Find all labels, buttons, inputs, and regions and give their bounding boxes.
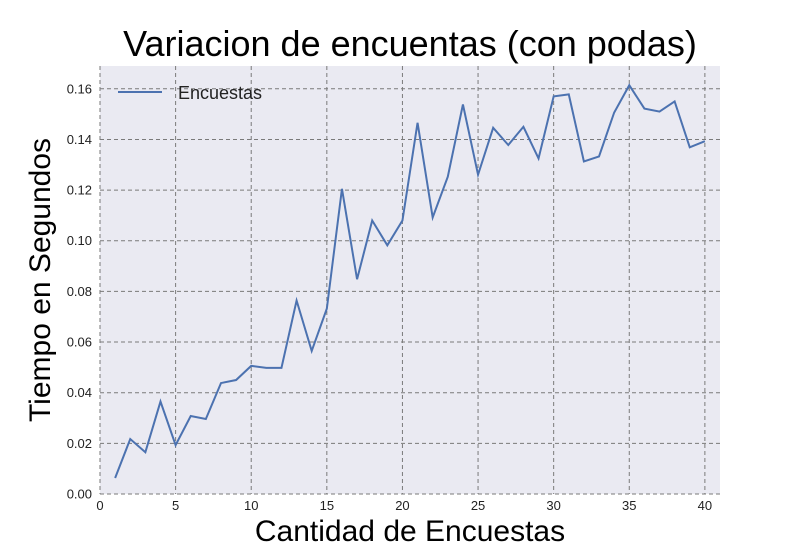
y-tick-label: 0.02 — [67, 436, 92, 451]
y-axis-label: Tiempo en Segundos — [24, 138, 57, 422]
y-tick-label: 0.00 — [67, 487, 92, 502]
x-tick-label: 35 — [622, 498, 636, 513]
x-tick-label: 15 — [320, 498, 334, 513]
y-tick-label: 0.04 — [67, 385, 92, 400]
y-tick-label: 0.12 — [67, 183, 92, 198]
y-tick-label: 0.08 — [67, 284, 92, 299]
plot-background — [100, 66, 720, 494]
y-tick-label: 0.06 — [67, 335, 92, 350]
grid-lines — [99, 66, 720, 495]
x-axis-label: Cantidad de Encuestas — [255, 515, 565, 548]
series-line-encuestas — [114, 83, 706, 479]
legend-label: Encuestas — [178, 83, 262, 103]
y-axis-ticks: 0.00 0.02 0.04 0.06 0.08 0.10 0.12 0.14 0.16 — [67, 81, 92, 501]
x-tick-label: 5 — [172, 498, 179, 513]
y-tick-label: 0.10 — [67, 233, 92, 248]
x-axis-ticks: 0 5 10 15 20 25 30 35 40 — [96, 498, 712, 513]
x-tick-label: 0 — [96, 498, 103, 513]
series-points — [115, 85, 705, 479]
x-tick-label: 25 — [471, 498, 485, 513]
x-tick-label: 10 — [244, 498, 258, 513]
x-tick-label: 40 — [698, 498, 712, 513]
y-tick-label: 0.16 — [67, 81, 92, 96]
y-tick-label: 0.14 — [67, 132, 92, 147]
legend: Encuestas — [118, 83, 262, 103]
x-tick-label: 30 — [546, 498, 560, 513]
chart-title: Variacion de encuentas (con podas) — [123, 23, 697, 64]
x-tick-label: 20 — [395, 498, 409, 513]
